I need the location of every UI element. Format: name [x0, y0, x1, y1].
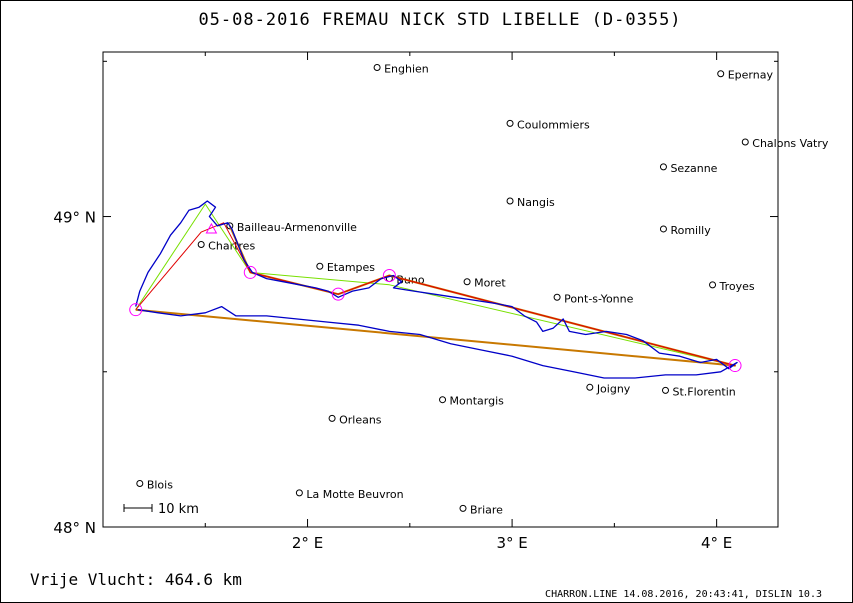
start-marker [205, 222, 218, 234]
place-label-chalons-vatry: Chalons Vatry [752, 137, 829, 150]
turnpoint-circle-2 [331, 287, 345, 301]
place-dot-pont-s-yonne [553, 293, 561, 301]
place-dot-epernay [717, 70, 725, 78]
place-label-chartres: Chartres [208, 239, 255, 252]
place-label-troyes: Troyes [719, 280, 755, 293]
place-dot-moret [463, 278, 471, 286]
place-dot-coulommiers [506, 119, 514, 127]
x-tick-label-0: 2° E [292, 534, 323, 552]
chart-title: 05-08-2016 FREMAU NICK STD LIBELLE (D-03… [198, 10, 681, 30]
place-label-sezanne: Sezanne [670, 162, 717, 175]
place-label-etampes: Etampes [327, 261, 375, 274]
place-label-pont-s-yonne: Pont-s-Yonne [564, 292, 634, 305]
scale-bar: 10 km [123, 502, 199, 517]
place-dot-sezanne [659, 163, 667, 171]
place-dot-romilly [659, 225, 667, 233]
task-line-red [135, 222, 736, 367]
place-dot-enghien [373, 64, 381, 72]
place-label-romilly: Romilly [670, 224, 711, 237]
turnpoint-markers [129, 265, 742, 373]
footer-info: CHARRON.LINE 14.08.2016, 20:43:41, DISLI… [545, 589, 822, 600]
place-label-coulommiers: Coulommiers [517, 118, 590, 131]
place-label-montargis: Montargis [450, 395, 505, 408]
place-dot-chartres [197, 240, 205, 248]
place-label-moret: Moret [474, 277, 506, 290]
free-flight-distance: Vrije Vlucht: 464.6 km [30, 570, 242, 589]
place-dot-etampes [316, 262, 324, 270]
y-tick-label-0: 48° N [53, 519, 96, 537]
scale-bar-label: 10 km [158, 502, 199, 517]
x-tick-label-2: 4° E [701, 534, 732, 552]
place-label-la-motte-beuvron: La Motte Beuvron [306, 488, 403, 501]
place-dot-st-florentin [662, 386, 669, 394]
place-label-bailleau-armenonville: Bailleau-Armenonville [237, 221, 357, 234]
place-dot-montargis [439, 396, 447, 404]
place-label-blois: Blois [147, 479, 173, 492]
place-label-orleans: Orleans [339, 413, 382, 426]
axis-ticks: 2° E 3° E 4° E 48° N 49° N [53, 52, 778, 552]
place-dot-nangis [506, 197, 514, 205]
place-label-joigny: Joigny [596, 382, 631, 395]
place-dot-joigny [586, 383, 594, 391]
place-label-nangis: Nangis [517, 196, 555, 209]
place-markers: Enghien Epernay Coulommiers Chalons Vatry Se… [136, 63, 829, 516]
place-label-enghien: Enghien [384, 63, 429, 76]
turnpoint-circle-0 [129, 303, 143, 317]
turnpoint-circle-1 [243, 265, 257, 279]
turnpoint-circle-3 [382, 269, 396, 283]
flight-track [135, 200, 738, 379]
place-label-briare: Briare [470, 503, 503, 516]
place-dot-orleans [328, 414, 336, 422]
red-task-polyline [135, 222, 736, 367]
place-dot-blois [136, 480, 144, 488]
flight-track-polyline [135, 200, 738, 379]
start-triangle [205, 222, 218, 234]
place-label-epernay: Epernay [728, 69, 774, 82]
y-tick-label-1: 49° N [53, 209, 96, 227]
place-dot-briare [459, 504, 467, 512]
place-label-st-florentin: St.Florentin [673, 385, 736, 398]
plot-area: 2° E 3° E 4° E 48° N 49° N Enghien Epernay Cou… [53, 51, 829, 552]
turnpoint-circle-4 [728, 359, 742, 373]
place-dot-chalons-vatry [741, 138, 749, 146]
x-tick-label-1: 3° E [496, 534, 527, 552]
place-dot-la-motte-beuvron [295, 489, 303, 497]
place-dot-troyes [709, 281, 717, 289]
